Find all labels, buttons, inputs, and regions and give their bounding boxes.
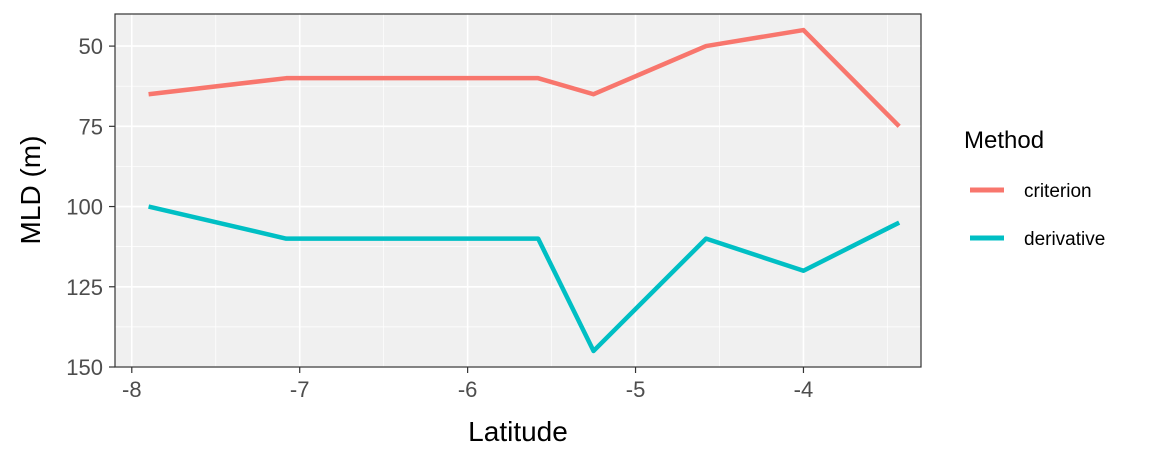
y-tick-label: 125: [66, 275, 103, 300]
y-axis-ticks: 50 75 100 125 150: [66, 34, 115, 380]
x-tick-label: -5: [626, 377, 646, 402]
series-lines: [148, 27, 901, 354]
y-tick-label: 150: [66, 355, 103, 380]
x-tick-label: -4: [794, 377, 814, 402]
legend: Method criterion derivative: [964, 127, 1105, 250]
x-tick-label: -7: [290, 377, 310, 402]
grid-minor: [115, 14, 921, 367]
legend-label-derivative: derivative: [1024, 229, 1105, 250]
legend-title: Method: [964, 127, 1044, 154]
y-axis-title: MLD (m): [15, 136, 46, 245]
panel-border: [114, 13, 922, 368]
x-axis-ticks: -8 -7 -6 -5 -4: [122, 367, 813, 402]
y-tick-label: 50: [79, 34, 103, 59]
y-tick-label: 75: [79, 114, 103, 139]
series-line-derivative: [148, 204, 901, 354]
x-axis-title: Latitude: [468, 416, 568, 447]
legend-label-criterion: criterion: [1024, 181, 1092, 202]
x-tick-label: -8: [122, 377, 142, 402]
series-line-criterion: [148, 27, 901, 128]
x-tick-label: -6: [458, 377, 478, 402]
panel-background: [115, 14, 921, 367]
y-tick-label: 100: [66, 195, 103, 220]
